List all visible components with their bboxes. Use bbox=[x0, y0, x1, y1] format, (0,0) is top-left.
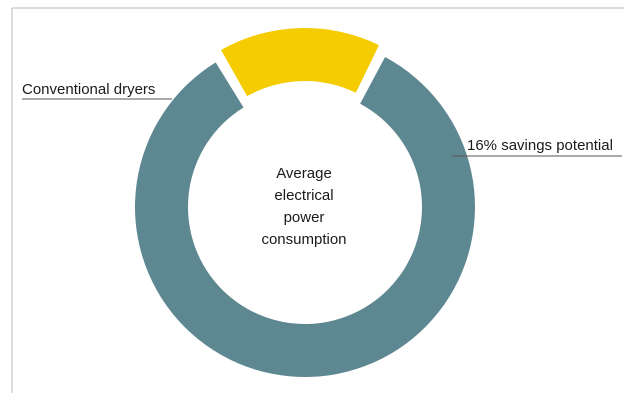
slice-label-conventional: Conventional dryers bbox=[22, 81, 155, 98]
slices-group bbox=[134, 28, 475, 378]
center-label-line-3: power bbox=[284, 209, 325, 226]
slice-label-savings: 16% savings potential bbox=[467, 137, 613, 154]
center-label-line-2: electrical bbox=[274, 187, 333, 204]
donut-slice-savings bbox=[221, 28, 379, 97]
center-label-line-1: Average bbox=[276, 165, 332, 182]
donut-slice-conventional bbox=[134, 57, 475, 378]
center-label-line-4: consumption bbox=[261, 231, 346, 248]
